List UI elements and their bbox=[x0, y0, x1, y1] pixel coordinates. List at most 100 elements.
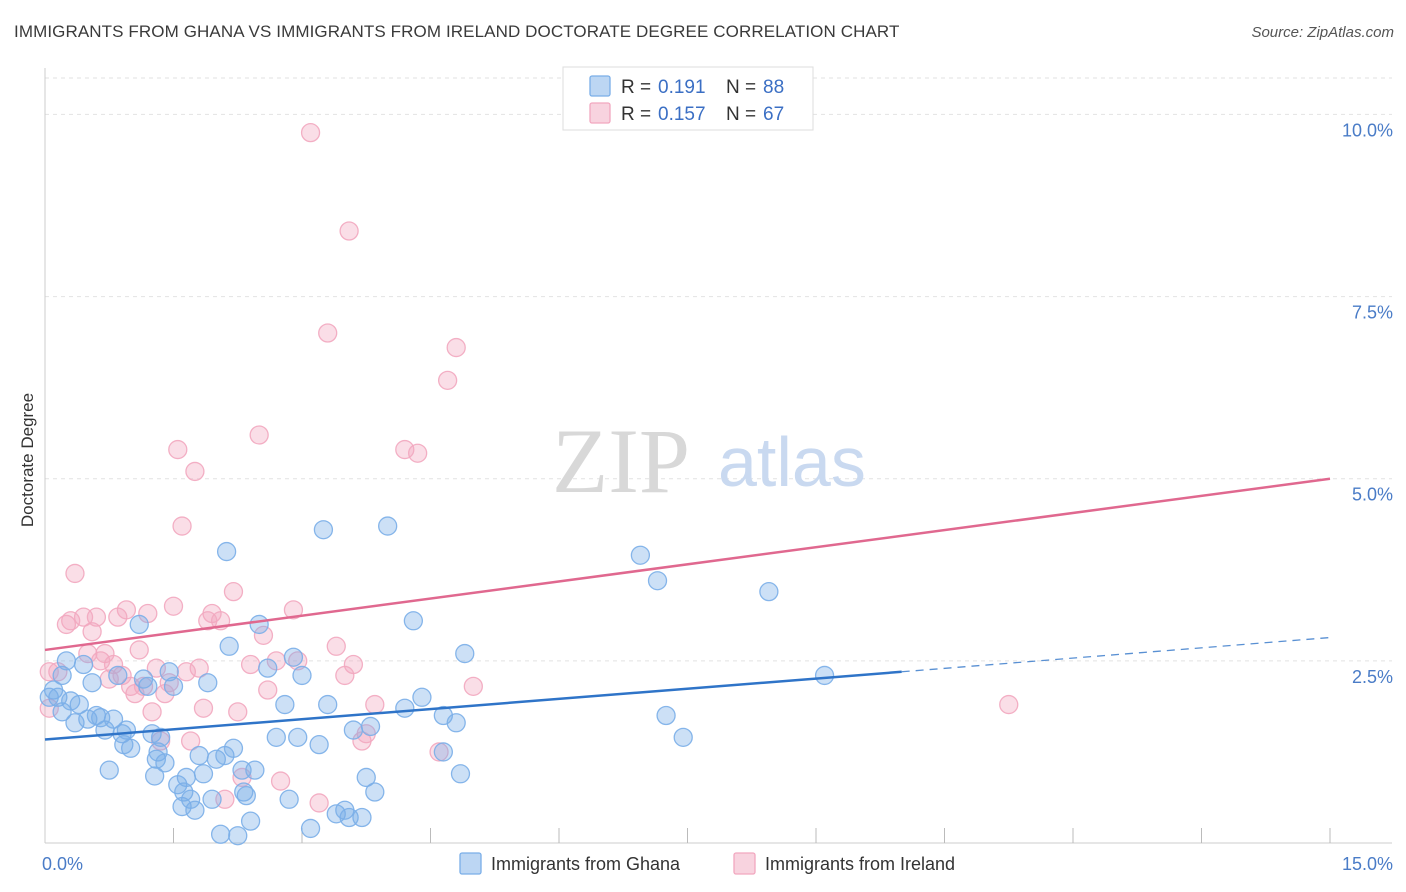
ghana-point-60 bbox=[283, 647, 304, 667]
ghana-point-75 bbox=[378, 516, 398, 536]
ireland-point-47 bbox=[270, 771, 291, 791]
ireland-point-44 bbox=[253, 625, 274, 646]
ghana-point-83 bbox=[455, 643, 475, 664]
ireland-point-20 bbox=[133, 676, 154, 697]
ghana-point-85 bbox=[647, 571, 668, 591]
ireland-point-55 bbox=[339, 221, 359, 241]
legend-swatch-ghana bbox=[589, 75, 611, 97]
ghana-point-30 bbox=[155, 753, 175, 773]
ghana-point-11 bbox=[82, 673, 102, 693]
y-tick-label-0: 2.5% bbox=[1352, 667, 1393, 687]
ghana-point-35 bbox=[174, 782, 194, 802]
ghana-point-47 bbox=[219, 636, 239, 656]
chart-title: IMMIGRANTS FROM GHANA VS IMMIGRANTS FROM… bbox=[14, 22, 900, 41]
ghana-point-77 bbox=[403, 611, 424, 631]
ireland-points bbox=[39, 122, 1019, 813]
ghana-point-72 bbox=[356, 767, 376, 788]
ghana-point-26 bbox=[145, 766, 165, 786]
ghana-point-32 bbox=[163, 676, 184, 697]
ghana-point-65 bbox=[313, 520, 334, 540]
legend-n-value-ghana: 88 bbox=[763, 77, 784, 98]
ireland-point-34 bbox=[193, 698, 214, 718]
watermark-atlas: atlas bbox=[718, 423, 866, 501]
ireland-point-39 bbox=[223, 581, 244, 602]
ghana-point-29 bbox=[150, 727, 171, 748]
ireland-point-45 bbox=[258, 680, 278, 700]
ireland-point-65 bbox=[463, 676, 483, 697]
legend-r-value-ghana: 0.191 bbox=[658, 77, 706, 98]
ireland-point-62 bbox=[429, 742, 449, 762]
ghana-trend-line bbox=[44, 670, 902, 741]
ghana-point-76 bbox=[395, 698, 415, 718]
ireland-point-5 bbox=[65, 563, 85, 584]
bottom-legend-swatch-ireland bbox=[733, 852, 756, 875]
legend-r-label-ireland: R = bbox=[621, 104, 651, 125]
ireland-point-22 bbox=[142, 702, 162, 722]
ireland-point-29 bbox=[172, 516, 192, 536]
bottom-legend-label-ireland: Immigrants from Ireland bbox=[765, 854, 955, 874]
top-legend: R = 0.191 N = 88 R = 0.157 N = 67 bbox=[562, 66, 814, 131]
ghana-point-79 bbox=[433, 742, 454, 762]
ghana-point-73 bbox=[360, 716, 381, 737]
ireland-point-42 bbox=[240, 654, 261, 675]
ghana-point-38 bbox=[185, 800, 205, 820]
ireland-point-43 bbox=[249, 425, 269, 445]
ireland-point-40 bbox=[228, 702, 248, 722]
ghana-point-9 bbox=[73, 654, 94, 675]
x-tick-label-1: 15.0% bbox=[1342, 854, 1393, 874]
axes bbox=[44, 68, 1392, 844]
ireland-point-27 bbox=[163, 596, 184, 616]
ghana-point-3 bbox=[52, 665, 72, 686]
watermark-zip: ZIP bbox=[552, 410, 690, 512]
ghana-point-22 bbox=[129, 614, 149, 635]
ghana-point-48 bbox=[223, 738, 244, 758]
legend-n-label-ghana: N = bbox=[726, 77, 756, 98]
ireland-point-63 bbox=[437, 370, 458, 391]
ireland-point-50 bbox=[300, 122, 321, 143]
legend-n-value-ireland: 67 bbox=[763, 104, 784, 125]
ghana-point-8 bbox=[69, 694, 89, 715]
ireland-point-33 bbox=[189, 658, 209, 678]
ghana-point-62 bbox=[292, 665, 312, 686]
ghana-point-59 bbox=[279, 789, 299, 809]
tick-labels: 2.5% 5.0% 7.5% 10.0% 0.0% 15.0% bbox=[42, 120, 1393, 874]
y-tick-label-2: 7.5% bbox=[1352, 303, 1393, 323]
ireland-point-52 bbox=[318, 323, 338, 343]
legend-r-value-ireland: 0.157 bbox=[658, 104, 706, 125]
ghana-point-36 bbox=[176, 767, 197, 788]
ireland-point-9 bbox=[86, 607, 107, 627]
ireland-point-31 bbox=[180, 731, 201, 751]
ghana-point-53 bbox=[240, 811, 261, 831]
ghana-point-87 bbox=[673, 727, 693, 748]
ghana-point-31 bbox=[159, 662, 179, 682]
ghana-point-78 bbox=[412, 687, 432, 707]
ghana-point-74 bbox=[365, 782, 385, 802]
ghana-point-52 bbox=[236, 785, 256, 806]
ireland-point-59 bbox=[365, 694, 385, 715]
ghana-point-86 bbox=[656, 705, 676, 726]
ireland-point-16 bbox=[116, 600, 137, 620]
ghana-point-64 bbox=[309, 734, 329, 755]
ghana-point-5 bbox=[56, 651, 77, 671]
ireland-point-32 bbox=[185, 461, 205, 482]
ghana-point-54 bbox=[245, 760, 265, 780]
ghana-point-39 bbox=[189, 745, 209, 766]
ireland-point-53 bbox=[326, 636, 346, 656]
ghana-point-46 bbox=[216, 541, 237, 562]
ghana-point-16 bbox=[103, 709, 124, 729]
ghana-point-20 bbox=[116, 720, 137, 740]
ireland-point-28 bbox=[168, 439, 188, 460]
ghana-point-44 bbox=[210, 824, 231, 844]
ireland-point-8 bbox=[82, 622, 102, 642]
ghana-point-56 bbox=[258, 658, 278, 678]
bottom-legend-label-ghana: Immigrants from Ghana bbox=[491, 854, 681, 874]
grid-lines bbox=[45, 77, 1392, 662]
ghana-point-88 bbox=[759, 581, 779, 602]
ghana-point-61 bbox=[288, 727, 308, 748]
ireland-point-19 bbox=[129, 640, 149, 660]
ghana-point-81 bbox=[446, 713, 466, 733]
source-label: Source: ZipAtlas.com bbox=[1251, 24, 1394, 41]
legend-r-label-ghana: R = bbox=[621, 77, 651, 98]
ireland-point-51 bbox=[309, 793, 329, 813]
